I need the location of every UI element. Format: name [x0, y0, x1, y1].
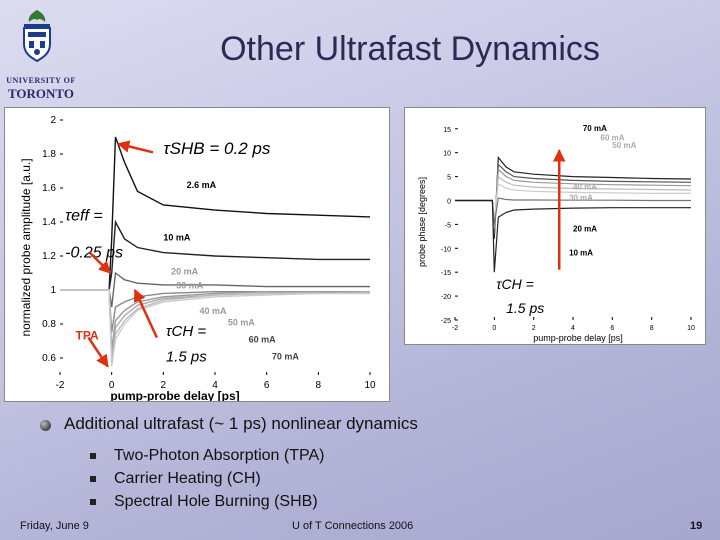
shb-arrow	[116, 140, 154, 154]
sub-bullet-text: Spectral Hole Burning (SHB)	[114, 493, 318, 510]
tau-eff-annotation: τeff =	[65, 207, 103, 224]
tau-eff-value: -0.25 ps	[65, 245, 123, 262]
series-label: 2.6 mA	[187, 180, 217, 190]
x-tick-label: 2	[161, 380, 167, 391]
y-tick-label: -20	[441, 294, 451, 301]
series-line	[60, 289, 370, 364]
series-line	[455, 199, 691, 273]
square-bullet-icon	[90, 453, 96, 459]
x-tick-label: 0	[492, 325, 496, 332]
x-tick-label: 6	[610, 325, 614, 332]
square-bullet-icon	[90, 476, 96, 482]
series-line	[60, 289, 371, 359]
y-tick-label: 1.2	[42, 251, 56, 262]
series-label: 30 mA	[176, 280, 204, 290]
y-tick-label: -5	[445, 222, 451, 229]
tpa-annotation: TPA	[76, 328, 99, 342]
phase-chart-panel: -2 0 2 4 6 8 10 15 10 5 0 -5 -10 -15 -20 -25 pump-probe …	[404, 107, 706, 345]
series-line	[60, 136, 371, 291]
series-label: 70 mA	[272, 352, 300, 362]
x-tick-label: 4	[571, 325, 575, 332]
x-tick-label: 0	[109, 380, 115, 391]
y-tick-label: 10	[443, 151, 451, 158]
x-axis-label: pump-probe delay [ps]	[110, 389, 239, 401]
crest-icon	[23, 10, 51, 62]
tpa-arrow	[87, 336, 109, 368]
series-line	[60, 219, 370, 291]
logo-line-1: UNIVERSITY OF	[6, 76, 76, 85]
x-tick-label: -2	[56, 380, 65, 391]
y-tick-label: 1.8	[42, 149, 56, 160]
y-tick-label: 0.6	[42, 353, 56, 364]
series-line	[455, 197, 691, 225]
series-line	[60, 289, 370, 350]
ch-arrow	[133, 288, 159, 339]
y-tick-label: 1	[50, 285, 56, 296]
sub-bullet-text: Two-Photon Absorption (TPA)	[114, 447, 325, 464]
x-tick-label: 4	[212, 380, 218, 391]
x-tick-label: -2	[452, 325, 458, 332]
x-tick-label: 2	[532, 325, 536, 332]
tau-ch-value: 1.5 ps	[166, 348, 207, 365]
slide-title: Other Ultrafast Dynamics	[220, 30, 600, 68]
series-label: 50 mA	[228, 318, 256, 328]
y-axis-label: normalized probe amplitude [a.u.]	[19, 158, 33, 336]
series-label: 40 mA	[573, 182, 597, 191]
series-label: 40 mA	[200, 306, 228, 316]
series-label: 10 mA	[569, 248, 593, 257]
university-logo: UNIVERSITY OF TORONTO	[6, 8, 76, 101]
x-axis-label: pump-probe delay [ps]	[533, 333, 623, 343]
phase-chart: -2 0 2 4 6 8 10151050-5-10-15-20-25pump-probe …	[417, 124, 695, 343]
y-tick-label: 0.8	[42, 319, 56, 330]
y-tick-label: 0	[447, 198, 451, 205]
series-label: 50 mA	[612, 141, 636, 150]
logo-line-2: TORONTO	[8, 86, 74, 101]
y-tick-label: 5	[447, 175, 451, 182]
series-label: 70 mA	[583, 124, 607, 133]
bullet-dot-icon	[40, 420, 51, 431]
series-line	[60, 271, 370, 308]
footer-center: U of T Connections 2006	[292, 520, 414, 532]
y-tick-label: 1.4	[42, 217, 56, 228]
series-label: 30 mA	[569, 193, 593, 202]
series-label: 60 mA	[249, 335, 277, 345]
tau-ch-annotation: τCH =	[496, 276, 534, 292]
sub-bullet-text: Carrier Heating (CH)	[114, 470, 261, 487]
tau-ch-value: 1.5 ps	[506, 300, 544, 316]
x-tick-label: 8	[316, 380, 322, 391]
footer-page-number: 19	[690, 520, 703, 532]
eff-arrow	[88, 251, 112, 274]
square-bullet-icon	[90, 499, 96, 505]
tau-shb-annotation: τSHB = 0.2 ps	[163, 139, 270, 158]
y-tick-label: -15	[441, 270, 451, 277]
tau-ch-annotation: τCH =	[166, 323, 206, 340]
amplitude-chart: -2 0 2 4 6 8 10 2 1.8 1.6 1.4 1.2 1 0.8 0.6 pump-probe …	[19, 115, 376, 403]
amplitude-chart-panel: -2 0 2 4 6 8 10 2 1.8 1.6 1.4 1.2 1 0.8 0.6 pump-probe …	[4, 107, 390, 403]
y-tick-label: -10	[441, 246, 451, 253]
x-tick-label: 6	[264, 380, 270, 391]
series-label: 20 mA	[573, 225, 597, 234]
series-label: 60 mA	[601, 134, 625, 143]
series-label: 20 mA	[171, 267, 199, 277]
y-tick-label: 2	[50, 115, 56, 126]
y-axis-label: probe phase [degrees]	[417, 177, 427, 267]
series-label: 10 mA	[163, 233, 191, 243]
y-tick-label: 1.6	[42, 183, 56, 194]
series-line	[60, 289, 370, 367]
x-tick-label: 10	[687, 325, 695, 332]
x-tick-label: 8	[650, 325, 654, 332]
bullet-main-text: Additional ultrafast (~ 1 ps) nonlinear …	[64, 414, 418, 433]
footer-date: Friday, June 9	[20, 520, 89, 532]
x-tick-label: 10	[364, 380, 376, 391]
y-tick-label: 15	[443, 127, 451, 134]
y-tick-label: -25	[441, 318, 451, 325]
